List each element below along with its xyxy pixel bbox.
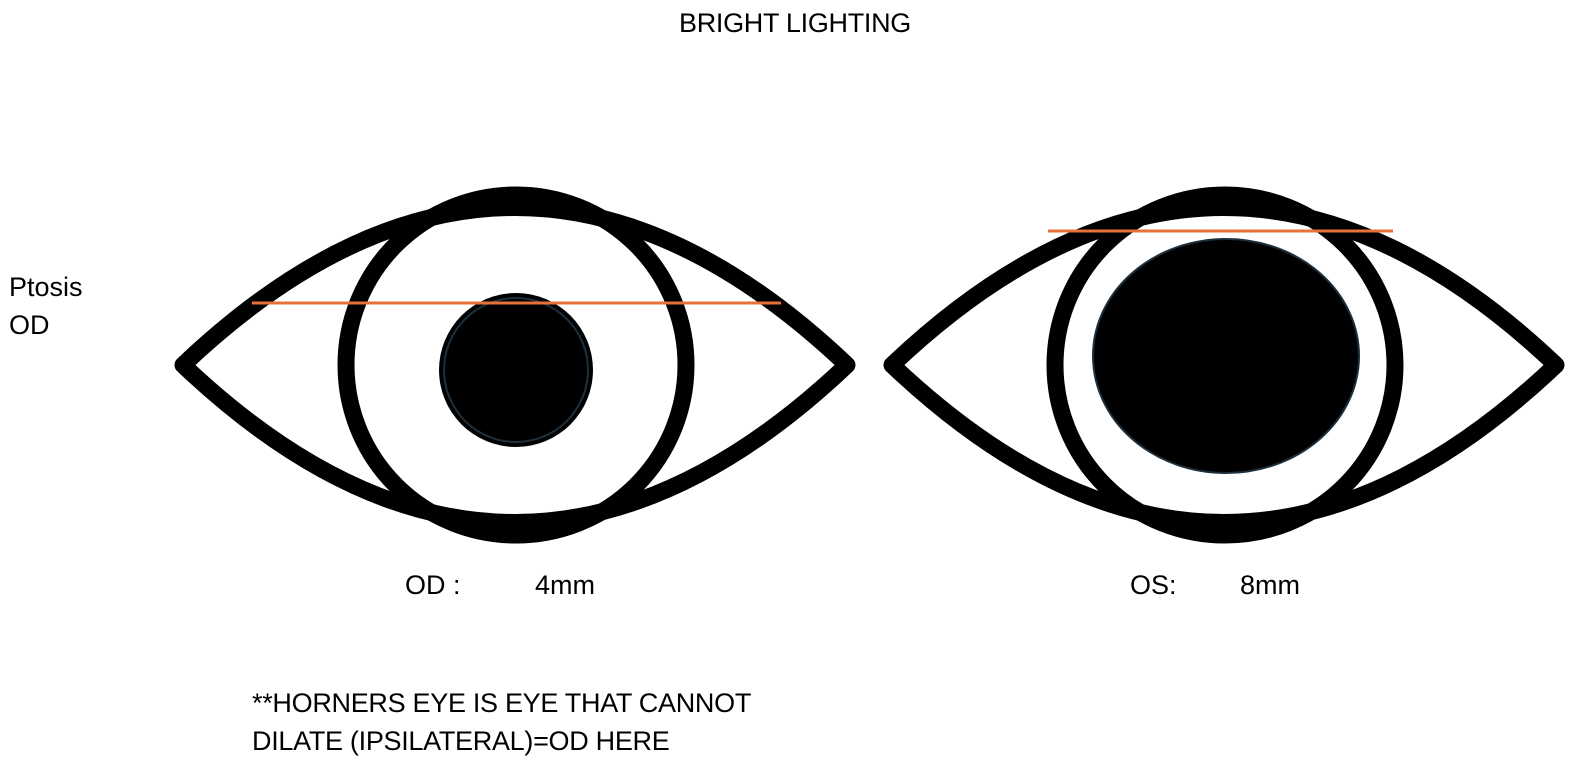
eye-od-outline — [174, 199, 856, 531]
os-label: OS: — [1130, 570, 1177, 600]
eye-os-pupil — [1092, 238, 1360, 474]
eye-os-outline — [883, 199, 1565, 531]
eye-od — [174, 186, 856, 544]
od-pupil-size: 4mm — [535, 570, 595, 600]
eye-od-pupil-ring — [443, 297, 589, 443]
ptosis-label-line1: Ptosis — [9, 272, 83, 302]
eye-od-iris — [337, 186, 695, 544]
os-pupil-size: 8mm — [1240, 570, 1300, 600]
horner-note-line2: DILATE (IPSILATERAL)=OD HERE — [252, 726, 670, 756]
eye-od-pupil — [439, 293, 593, 447]
eye-os-iris — [1046, 186, 1404, 544]
eye-os — [883, 186, 1565, 544]
diagram-title: BRIGHT LIGHTING — [678, 8, 912, 38]
horner-note: **HORNERS EYE IS EYE THAT CANNOT DILATE … — [252, 684, 751, 760]
horner-note-line1: **HORNERS EYE IS EYE THAT CANNOT — [252, 688, 752, 718]
ptosis-label: Ptosis OD — [9, 268, 83, 344]
ptosis-label-line2: OD — [9, 310, 50, 340]
od-label: OD : — [405, 570, 461, 600]
